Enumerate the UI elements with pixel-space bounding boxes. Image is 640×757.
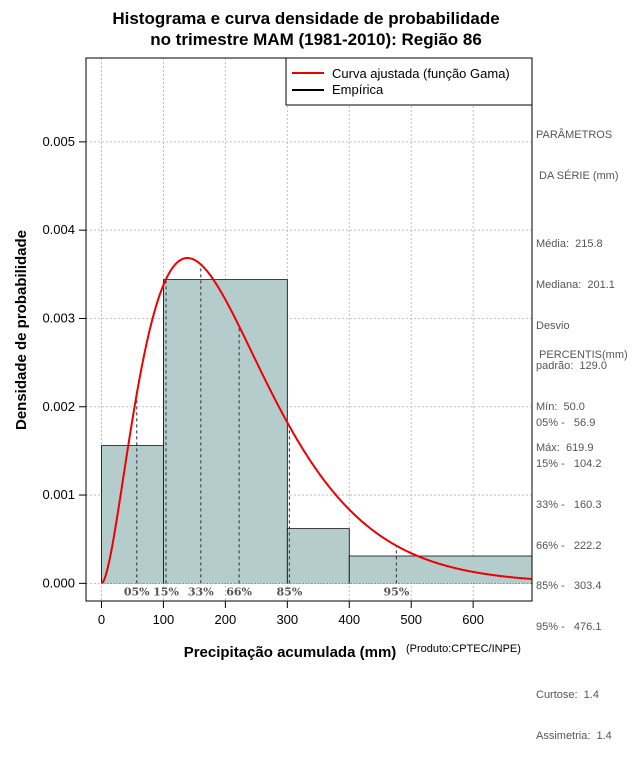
histogram-bar bbox=[101, 445, 164, 584]
legend-label-empirical: Empírica bbox=[332, 82, 384, 97]
param-min: Mín: 50.0 bbox=[536, 401, 585, 414]
param-line: Desvio bbox=[536, 319, 570, 332]
x-tick-label: 200 bbox=[215, 612, 237, 627]
histogram-bar bbox=[163, 279, 288, 584]
y-tick-label: 0.004 bbox=[42, 222, 75, 237]
percentile-line: 05% - 56.9 bbox=[536, 417, 596, 430]
x-tick-label: 0 bbox=[98, 612, 105, 627]
x-axis-title: Precipitação acumulada (mm) bbox=[184, 644, 397, 660]
y-tick-label: 0.001 bbox=[42, 487, 75, 502]
percentile-line: 85% - 303.4 bbox=[536, 580, 602, 593]
fitted-curve-layer bbox=[100, 257, 532, 585]
histogram-bars bbox=[101, 279, 532, 584]
percentile-heading: PERCENTIS(mm) bbox=[536, 349, 628, 362]
x-tick-label: 300 bbox=[276, 612, 298, 627]
param-line: PARÂMETROS bbox=[536, 129, 613, 142]
y-tick-label: 0.003 bbox=[42, 310, 75, 325]
product-credit: (Produto:CPTEC/INPE) bbox=[406, 643, 521, 655]
percentile-label: 15% bbox=[153, 585, 179, 598]
percentile-markers: 05% 15% 33% 66% 85% 95% bbox=[124, 264, 410, 598]
chart-title-line-2: no trimestre MAM (1981-2010): Região 86 bbox=[150, 30, 482, 49]
percentile-line: 66% - 222.2 bbox=[536, 539, 602, 552]
x-axis: 0 100 200 300 400 500 600 bbox=[98, 600, 484, 627]
percentile-label: 33% bbox=[188, 585, 214, 598]
histogram-bar-outline bbox=[348, 555, 532, 584]
param-median: Mediana: 201.1 bbox=[536, 278, 615, 291]
x-tick-label: 500 bbox=[400, 612, 422, 627]
percentile-label: 95% bbox=[384, 585, 410, 598]
param-mean: Média: 215.8 bbox=[536, 237, 603, 250]
x-tick-label: 400 bbox=[338, 612, 360, 627]
param-line: DA SÉRIE (mm) bbox=[536, 169, 619, 182]
kurtosis: Curtose: 1.4 bbox=[536, 689, 599, 702]
percentile-line: 15% - 104.2 bbox=[536, 457, 602, 470]
percentile-line: 95% - 476.1 bbox=[536, 621, 602, 634]
histogram-bar-outline bbox=[163, 279, 288, 584]
x-tick-label: 100 bbox=[153, 612, 175, 627]
chart: Histograma e curva densidade de probabil… bbox=[13, 9, 533, 660]
series-parameters-panel: PARÂMETROS DA SÉRIE (mm) Média: 215.8 Me… bbox=[536, 102, 619, 469]
percentile-label: 85% bbox=[277, 585, 303, 598]
y-axis-title: Densidade de probabilidade bbox=[13, 230, 30, 430]
percentile-label: 66% bbox=[226, 585, 252, 598]
y-tick-label: 0.000 bbox=[42, 575, 75, 590]
histogram-bar bbox=[349, 555, 532, 584]
legend: Curva ajustada (função Gama) Empírica bbox=[285, 57, 533, 106]
fitted-curve bbox=[100, 257, 532, 585]
param-sd: padrão: 129.0 bbox=[536, 360, 607, 373]
chart-title-line-1: Histograma e curva densidade de probabil… bbox=[112, 9, 499, 28]
param-max: Máx: 619.9 bbox=[536, 441, 594, 454]
percentile-label: 05% bbox=[124, 585, 150, 598]
percentile-line: 33% - 160.3 bbox=[536, 498, 602, 511]
x-tick-label: 600 bbox=[462, 612, 484, 627]
y-tick-label: 0.002 bbox=[42, 399, 75, 414]
y-tick-label: 0.005 bbox=[42, 134, 75, 149]
histogram-bar bbox=[287, 528, 350, 584]
skewness: Assimetria: 1.4 bbox=[536, 729, 612, 742]
y-axis: 0.000 0.001 0.002 0.003 0.004 0.005 bbox=[42, 134, 87, 590]
legend-box bbox=[285, 57, 533, 106]
percentiles-panel: PERCENTIS(mm) 05% - 56.9 15% - 104.2 33%… bbox=[536, 322, 628, 757]
legend-label-fitted: Curva ajustada (função Gama) bbox=[332, 66, 510, 81]
